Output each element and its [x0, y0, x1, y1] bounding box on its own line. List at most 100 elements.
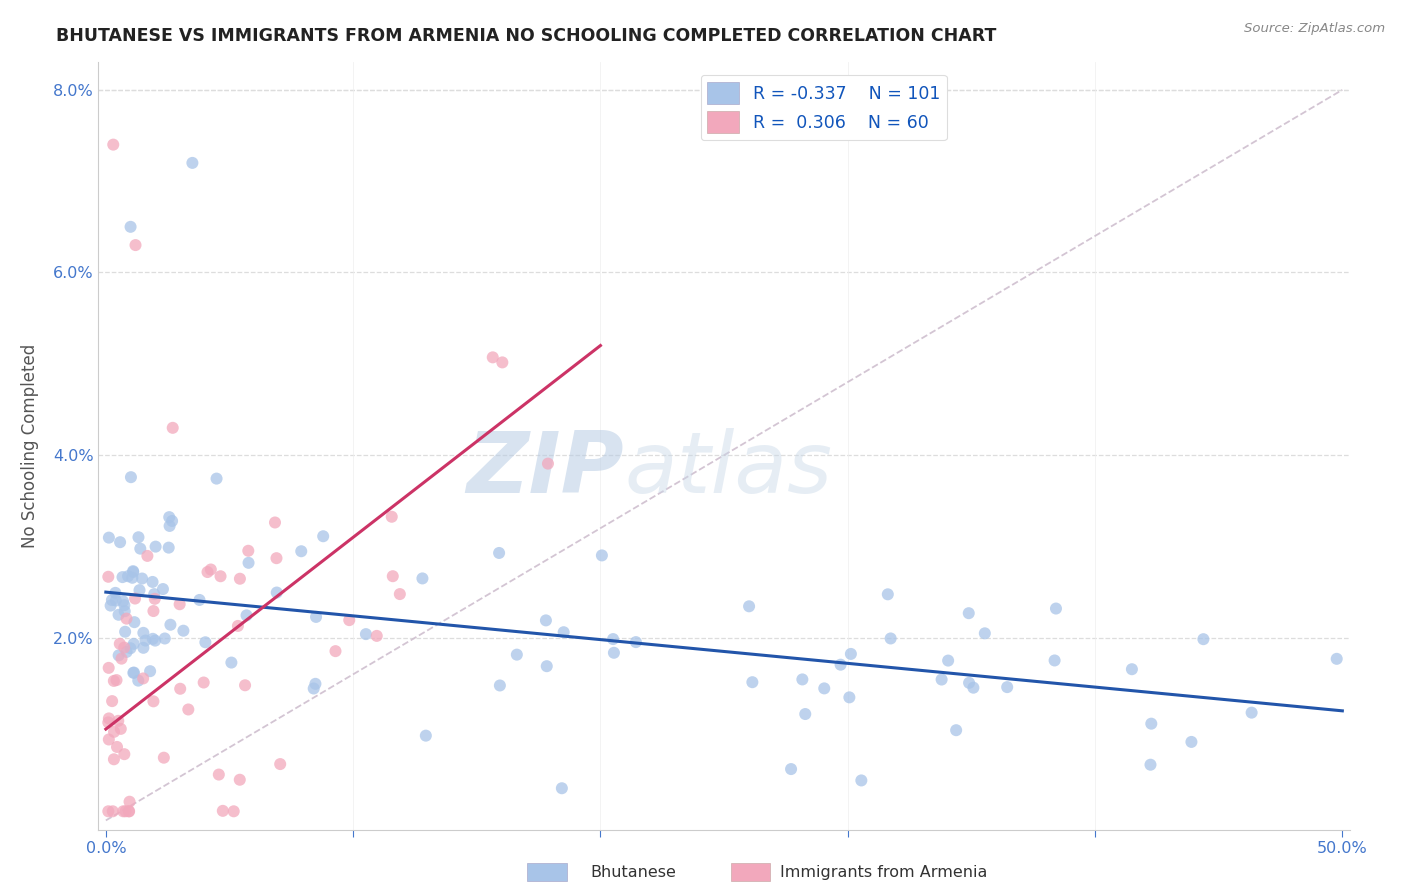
Point — [264, 516, 287, 530]
Point — [290, 544, 312, 558]
Point — [233, 678, 256, 692]
Point — [876, 587, 898, 601]
Point — [110, 651, 132, 665]
Text: atlas: atlas — [624, 427, 832, 510]
Point — [97, 715, 120, 730]
Point — [945, 723, 967, 738]
Point — [738, 599, 761, 614]
Point — [169, 681, 191, 696]
Point — [879, 632, 901, 646]
Text: ZIP: ZIP — [467, 427, 624, 510]
Point — [1192, 632, 1215, 647]
Point — [838, 690, 860, 705]
Point — [105, 673, 128, 687]
Point — [269, 757, 291, 772]
Point — [139, 664, 162, 678]
Point — [114, 604, 136, 618]
Point — [304, 677, 326, 691]
Point — [107, 607, 129, 622]
Point — [118, 805, 141, 819]
Point — [101, 694, 124, 708]
Point — [536, 659, 558, 673]
Text: Bhutanese: Bhutanese — [591, 865, 676, 880]
Point — [121, 571, 143, 585]
Point — [127, 673, 149, 688]
Point — [159, 519, 181, 533]
Point — [103, 752, 125, 766]
Point — [108, 535, 131, 549]
Point — [127, 530, 149, 544]
Point — [122, 665, 145, 680]
Point — [266, 551, 288, 566]
Point — [112, 640, 135, 655]
Point — [143, 591, 166, 606]
Point — [209, 569, 232, 583]
Point — [103, 137, 125, 152]
Point — [931, 673, 953, 687]
Point — [132, 640, 155, 655]
Point — [1240, 706, 1263, 720]
Text: BHUTANESE VS IMMIGRANTS FROM ARMENIA NO SCHOOLING COMPLETED CORRELATION CHART: BHUTANESE VS IMMIGRANTS FROM ARMENIA NO … — [56, 27, 997, 45]
Point — [226, 619, 249, 633]
Point — [122, 565, 145, 579]
Point — [792, 673, 814, 687]
Point — [200, 562, 222, 576]
Point — [388, 587, 411, 601]
Point — [97, 711, 120, 725]
Point — [205, 472, 228, 486]
Point — [136, 549, 159, 563]
Point — [851, 773, 873, 788]
Point — [1140, 716, 1163, 731]
Point — [110, 722, 132, 736]
Point — [97, 805, 120, 819]
Point — [159, 617, 181, 632]
Point — [238, 543, 260, 558]
Point — [118, 795, 141, 809]
Point — [235, 608, 257, 623]
Point — [100, 599, 122, 613]
Point — [491, 355, 513, 369]
Point — [142, 632, 165, 646]
Point — [1043, 653, 1066, 667]
Point — [193, 675, 215, 690]
Point — [211, 804, 233, 818]
Point — [143, 633, 166, 648]
Point — [222, 805, 245, 819]
Point — [506, 648, 529, 662]
Point — [132, 625, 155, 640]
Point — [131, 572, 153, 586]
Point — [124, 591, 146, 606]
Point — [302, 681, 325, 696]
Point — [97, 570, 120, 584]
Point — [122, 564, 145, 578]
Point — [238, 556, 260, 570]
Point — [108, 637, 131, 651]
Point — [1326, 652, 1348, 666]
Point — [124, 615, 146, 629]
Point — [1139, 757, 1161, 772]
Point — [112, 747, 135, 761]
Point — [105, 739, 128, 754]
Point — [141, 574, 163, 589]
Point — [1121, 662, 1143, 676]
Legend: R = -0.337    N = 101, R =  0.306    N = 60: R = -0.337 N = 101, R = 0.306 N = 60 — [700, 75, 946, 140]
Point — [122, 665, 145, 680]
Point — [103, 724, 125, 739]
Point — [111, 570, 134, 584]
Point — [181, 156, 204, 170]
Point — [481, 351, 503, 365]
Point — [995, 680, 1018, 694]
Point — [103, 673, 125, 688]
Point — [145, 540, 167, 554]
Point — [591, 549, 613, 563]
Point — [112, 805, 135, 819]
Point — [312, 529, 335, 543]
Point — [162, 421, 184, 435]
Point — [152, 582, 174, 596]
Point — [624, 635, 647, 649]
Point — [741, 675, 763, 690]
Point — [830, 657, 852, 672]
Text: Source: ZipAtlas.com: Source: ZipAtlas.com — [1244, 22, 1385, 36]
Point — [153, 750, 176, 764]
Point — [117, 569, 139, 583]
